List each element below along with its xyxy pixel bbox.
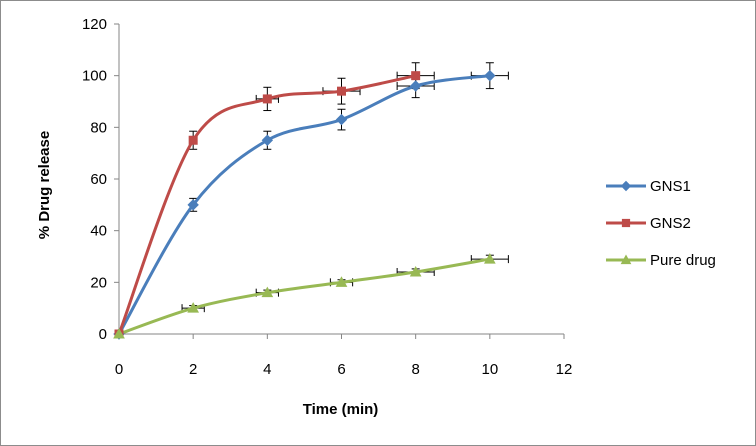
y-tick-label: 60 <box>90 171 107 188</box>
legend-label-gns2: GNS2 <box>650 215 691 232</box>
y-axis-title: % Drug release <box>36 131 53 239</box>
y-tick-label: 80 <box>90 119 107 136</box>
legend-label-gns1: GNS1 <box>650 178 691 195</box>
legend: GNS1 GNS2 Pure drug <box>606 178 716 269</box>
data-point-gns2 <box>262 94 272 104</box>
series-line-gns2 <box>117 74 416 335</box>
data-point-gns1 <box>335 113 348 126</box>
data-point-gns2 <box>337 86 346 96</box>
y-tick-label: 20 <box>90 274 107 291</box>
data-point-pure-drug <box>261 286 274 298</box>
data-point-pure-drug <box>335 276 348 287</box>
series-line-pure-drug <box>118 257 491 336</box>
legend-marker-pure-drug <box>620 254 632 265</box>
data-point-pure-drug <box>113 327 125 339</box>
x-tick-label: 10 <box>481 361 498 378</box>
x-tick-label: 2 <box>189 361 197 378</box>
y-tick-label: 120 <box>82 16 107 33</box>
series-lines <box>117 74 491 336</box>
data-point-gns1 <box>484 69 496 82</box>
x-tick-label: 4 <box>263 361 271 378</box>
data-point-pure-drug <box>187 302 200 313</box>
y-tick-label: 0 <box>99 326 107 343</box>
x-tick-label: 12 <box>556 361 573 378</box>
legend-marker-gns1 <box>620 180 632 192</box>
data-point-gns2 <box>411 71 421 81</box>
axes: 0 20 40 60 80 100 120 0 2 4 6 8 10 12 <box>82 16 572 378</box>
series-markers <box>113 69 496 340</box>
data-point-gns1 <box>187 199 199 211</box>
x-tick-label: 6 <box>337 361 345 378</box>
data-point-gns1 <box>261 134 274 146</box>
x-axis-title: Time (min) <box>303 401 379 418</box>
data-point-gns2 <box>188 135 198 145</box>
x-tick-label: 8 <box>411 361 419 378</box>
x-tick-label: 0 <box>115 361 123 378</box>
series-line-gns1 <box>117 74 491 335</box>
legend-label-pure-drug: Pure drug <box>650 252 716 269</box>
y-tick-label: 40 <box>90 223 107 240</box>
y-tick-label: 100 <box>82 68 107 85</box>
data-point-gns1 <box>409 80 422 92</box>
error-bars <box>181 62 509 313</box>
data-point-pure-drug <box>409 265 422 277</box>
legend-marker-gns2 <box>621 218 631 228</box>
data-point-pure-drug <box>483 253 496 264</box>
